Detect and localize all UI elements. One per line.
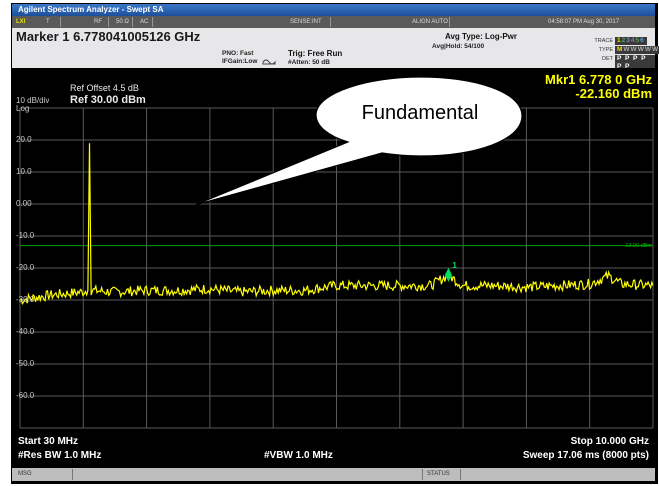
marker-1-tag: 1: [452, 260, 457, 270]
y-tick-label: -30.0: [16, 295, 35, 304]
lxi-indicator: LXI: [16, 19, 26, 25]
spectrum-trace: [19, 143, 654, 305]
sweep-time: Sweep 17.06 ms (8000 pts): [522, 450, 649, 461]
ifgain-setting: IFGain:Low: [222, 58, 258, 65]
avg-type: Avg Type: Log-Pwr: [445, 32, 517, 41]
trace-indicator: 123456: [615, 37, 647, 45]
y-tick-label: -10.0: [16, 231, 35, 240]
y-tick-label: -40.0: [16, 327, 35, 336]
type-indicator: MWWWWW: [615, 46, 659, 54]
trace-label: TRACE: [594, 38, 613, 44]
msg-label: MSG: [18, 471, 32, 477]
det-indicator: P P P P P P: [615, 55, 655, 71]
status-label: STATUS: [427, 471, 450, 477]
pno-toggle-icon[interactable]: [262, 53, 276, 71]
measurement-header: Marker 1 6.778041005126 GHz PNO: Fast IF…: [12, 28, 659, 71]
y-tick-label: 20.0: [16, 135, 32, 144]
avg-hold: Avg|Hold: 54/100: [432, 43, 485, 50]
y-tick-label: -20.0: [16, 263, 35, 272]
marker-amplitude: -22.160 dBm: [575, 86, 652, 101]
status-strip: LXI T RF 50 Ω AC SENSE:INT ALIGN AUTO 04…: [12, 16, 655, 28]
coupling: AC: [140, 19, 149, 25]
rf-input: RF: [94, 19, 102, 25]
start-frequency: Start 30 MHz: [18, 436, 79, 447]
scale-per-div: 10 dB/div: [16, 96, 50, 105]
atten-setting: #Atten: 50 dB: [288, 59, 330, 66]
stop-frequency: Stop 10.000 GHz: [570, 436, 649, 447]
y-tick-label: -50.0: [16, 359, 35, 368]
pno-setting: PNO: Fast: [222, 50, 254, 57]
y-tick-label: -60.0: [16, 391, 35, 400]
graticule: [19, 107, 654, 429]
y-tick-label: 10.0: [16, 167, 32, 176]
spectrum-plot[interactable]: [12, 68, 655, 468]
callout-text: Fundamental: [361, 102, 479, 124]
ref-level: Ref 30.00 dBm: [70, 94, 146, 106]
display-line-label: -13.00 dBm: [623, 243, 652, 249]
y-tick-label: 0.00: [16, 199, 32, 208]
scale-type: Log: [16, 104, 30, 113]
callout-bubble: [194, 76, 523, 206]
marker-readout: Marker 1 6.778041005126 GHz: [16, 29, 201, 44]
sense-indicator: SENSE:INT: [290, 19, 322, 25]
res-bw: #Res BW 1.0 MHz: [18, 450, 102, 461]
ref-offset: Ref Offset 4.5 dB: [70, 83, 139, 93]
trigger-indicator: T: [46, 19, 50, 25]
timestamp: 04:58:07 PM Aug 30, 2017: [548, 19, 620, 25]
align-indicator: ALIGN AUTO: [412, 19, 448, 25]
impedance: 50 Ω: [116, 19, 129, 25]
window-title: Agilent Spectrum Analyzer - Swept SA: [12, 4, 655, 16]
type-label: TYPE: [598, 47, 613, 53]
det-label: DET: [602, 56, 613, 62]
trigger-setting: Trig: Free Run: [288, 49, 343, 58]
vbw: #VBW 1.0 MHz: [264, 450, 333, 461]
marker-frequency: Mkr1 6.778 0 GHz: [545, 72, 652, 87]
marker-1-diamond[interactable]: [444, 267, 452, 282]
message-bar: MSG STATUS: [12, 468, 655, 481]
